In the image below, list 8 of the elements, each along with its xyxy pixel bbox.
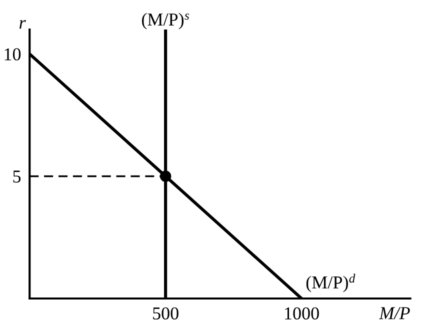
y-axis-title: r bbox=[20, 20, 26, 29]
x-axis-title: M/P bbox=[379, 307, 410, 320]
series-label: (M/P)$^{d}$ bbox=[306, 274, 356, 292]
y-tick-label: 10 bbox=[4, 48, 21, 60]
x-tick-label: 1000 bbox=[285, 307, 319, 320]
x-tick-label: 500 bbox=[153, 307, 178, 320]
y-tick-label: 5 bbox=[13, 170, 21, 183]
series-label: (M/P)$^{s}$ bbox=[142, 12, 190, 30]
